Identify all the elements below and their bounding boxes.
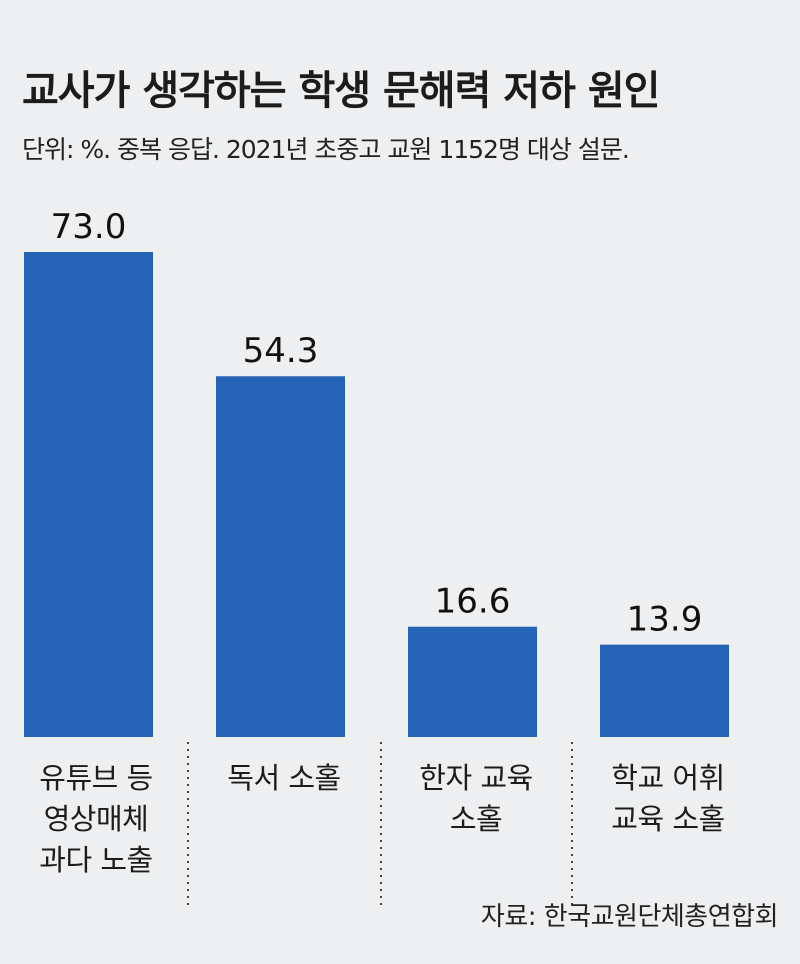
value-label-1: 73.0 [51, 207, 127, 247]
category-label-line: 학교 어휘 [611, 761, 725, 795]
bar-1 [24, 252, 153, 737]
bar-2 [216, 376, 345, 737]
category-label-line: 소홀 [449, 802, 503, 836]
source-note: 자료: 한국교원단체총연합회 [480, 902, 779, 932]
value-label-4: 13.9 [627, 600, 703, 640]
value-label-2: 54.3 [243, 331, 319, 371]
category-label-line: 과다 노출 [39, 843, 153, 877]
category-label-2: 독서 소홀 [200, 758, 368, 799]
category-label-line: 영상매체 [43, 802, 149, 836]
bar-4 [600, 644, 729, 737]
bar-3 [408, 626, 537, 737]
category-label-line: 유튜브 등 [39, 761, 153, 795]
chart-subtitle: 단위: %. 중복 응답. 2021년 초중고 교원 1152명 대상 설문. [22, 135, 630, 164]
category-label-line: 독서 소홀 [227, 761, 341, 795]
category-label-line: 교육 소홀 [611, 802, 725, 836]
chart-title: 교사가 생각하는 학생 문해력 저하 원인 [22, 68, 660, 114]
category-label-line: 한자 교육 [419, 761, 533, 795]
value-label-3: 16.6 [435, 582, 511, 622]
